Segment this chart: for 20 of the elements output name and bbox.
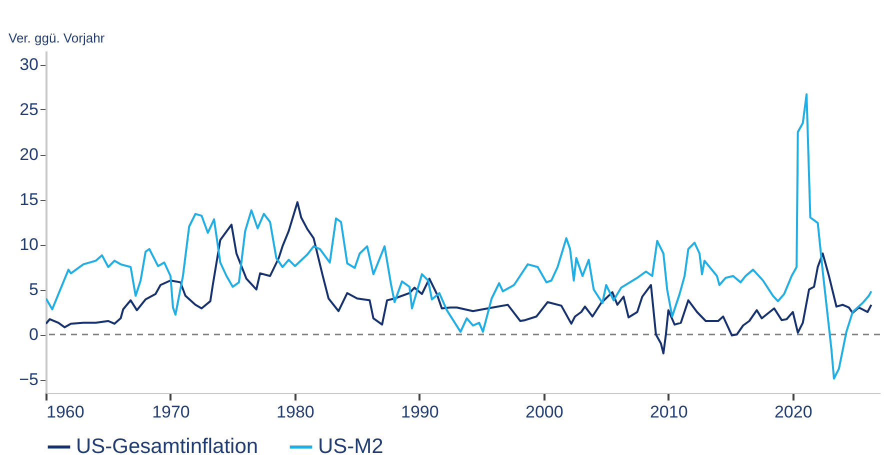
x-tick-label: 2020	[774, 402, 812, 422]
legend-label: US-Gesamtinflation	[76, 435, 258, 455]
x-tick-label: 1970	[152, 402, 190, 422]
y-tick-label: 25	[20, 100, 38, 119]
y-tick-label: 10	[20, 235, 38, 254]
y-tick-label: 30	[20, 55, 38, 74]
line-series	[46, 201, 872, 354]
y-tick-label: 0	[29, 325, 38, 344]
y-tick-label: 20	[20, 145, 38, 164]
y-tick-label: 15	[20, 190, 38, 209]
x-tick-label: 1990	[401, 402, 439, 422]
y-axis-title: Ver. ggü. Vorjahr	[8, 30, 106, 46]
x-tick-label: 2000	[525, 402, 564, 422]
line-series	[46, 93, 872, 380]
x-tick-label: 1980	[276, 402, 314, 422]
legend-label: US-M2	[318, 435, 384, 455]
y-tick-label: −5	[19, 370, 38, 389]
y-tick-label: 5	[29, 280, 38, 299]
x-tick-label: 2010	[650, 402, 688, 422]
x-tick-label: 1960	[46, 402, 84, 422]
